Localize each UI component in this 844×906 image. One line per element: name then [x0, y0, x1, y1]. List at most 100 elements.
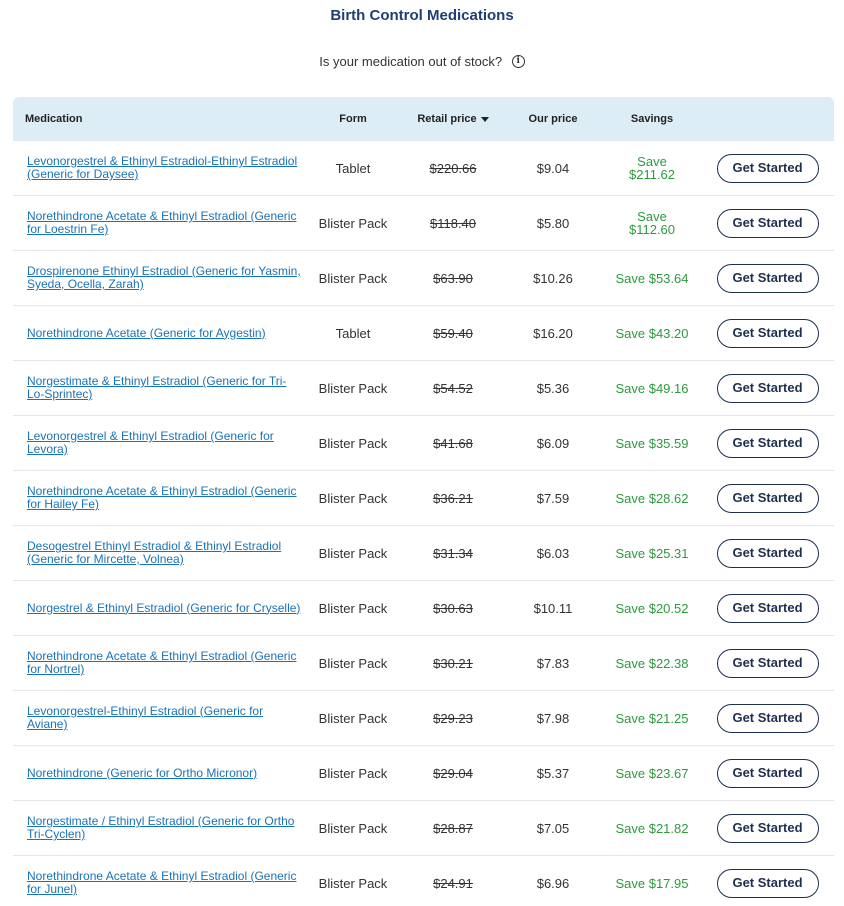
retail-price-cell: $41.68	[403, 436, 503, 451]
info-icon[interactable]: i	[511, 55, 525, 69]
get-started-button[interactable]: Get Started	[716, 208, 819, 238]
retail-price: $30.21	[433, 655, 473, 671]
table-row: Norgestimate / Ethinyl Estradiol (Generi…	[13, 801, 834, 856]
our-price-cell: $9.04	[536, 160, 570, 176]
header-retail-price[interactable]: Retail price	[403, 113, 503, 125]
retail-price: $29.23	[433, 710, 473, 726]
header-retail-price-label[interactable]: Retail price	[417, 113, 477, 125]
medication-link[interactable]: Norethindrone Acetate (Generic for Ayges…	[27, 325, 266, 340]
action-cell: Get Started	[701, 703, 834, 733]
retail-price: $28.87	[433, 820, 473, 836]
action-cell: Get Started	[701, 593, 834, 623]
get-started-button[interactable]: Get Started	[716, 428, 819, 458]
get-started-button[interactable]: Get Started	[716, 703, 819, 733]
medication-link[interactable]: Norethindrone Acetate & Ethinyl Estradio…	[27, 484, 297, 511]
caret-down-icon[interactable]	[480, 116, 489, 122]
get-started-button[interactable]: Get Started	[716, 593, 819, 623]
action-cell: Get Started	[701, 153, 834, 183]
savings-cell: Save $21.82	[603, 821, 701, 836]
get-started-button[interactable]: Get Started	[716, 868, 819, 898]
savings-value: Save $43.20	[615, 325, 689, 341]
get-started-button[interactable]: Get Started	[716, 153, 819, 183]
form-cell: Blister Pack	[318, 655, 388, 671]
action-cell: Get Started	[701, 483, 834, 513]
action-cell: Get Started	[701, 758, 834, 788]
get-started-button[interactable]: Get Started	[716, 813, 819, 843]
form-cell: Blister Pack	[318, 380, 388, 396]
medication-cell: Levonorgestrel-Ethinyl Estradiol (Generi…	[13, 705, 303, 731]
savings-cell: Save $53.64	[603, 271, 701, 286]
medication-cell: Norethindrone Acetate & Ethinyl Estradio…	[13, 870, 303, 896]
header-medication: Medication	[25, 113, 83, 125]
savings-value: Save $21.25	[615, 710, 689, 726]
our-price-cell: $5.37	[536, 765, 570, 781]
form-cell: Blister Pack	[318, 875, 388, 891]
form-cell: Blister Pack	[318, 710, 388, 726]
action-cell: Get Started	[701, 208, 834, 238]
savings-value: Save $25.31	[615, 545, 689, 561]
table-row: Norethindrone Acetate & Ethinyl Estradio…	[13, 636, 834, 691]
get-started-button[interactable]: Get Started	[716, 263, 819, 293]
form-cell: Blister Pack	[318, 600, 388, 616]
retail-price-cell: $28.87	[403, 821, 503, 836]
retail-price-cell: $29.23	[403, 711, 503, 726]
medication-link[interactable]: Levonorgestrel-Ethinyl Estradiol (Generi…	[27, 704, 264, 731]
retail-price: $30.63	[433, 600, 473, 616]
form-cell: Tablet	[335, 325, 371, 341]
stock-question: Is your medication out of stock? i	[0, 53, 844, 69]
header-savings: Savings	[630, 113, 674, 125]
table-row: Desogestrel Ethinyl Estradiol & Ethinyl …	[13, 526, 834, 581]
table-row: Norethindrone Acetate & Ethinyl Estradio…	[13, 471, 834, 526]
form-cell: Blister Pack	[318, 435, 388, 451]
form-cell: Blister Pack	[318, 215, 388, 231]
table-row: Drospirenone Ethinyl Estradiol (Generic …	[13, 251, 834, 306]
medication-cell: Norethindrone Acetate & Ethinyl Estradio…	[13, 485, 303, 511]
action-cell: Get Started	[701, 373, 834, 403]
medication-link[interactable]: Norgestimate / Ethinyl Estradiol (Generi…	[27, 814, 295, 841]
our-price-cell: $6.03	[536, 545, 570, 561]
medication-link[interactable]: Norgestrel & Ethinyl Estradiol (Generic …	[27, 600, 301, 615]
retail-price: $54.52	[433, 380, 473, 396]
table-header: Medication Form Retail price Our price S…	[13, 97, 834, 141]
savings-value: Save $211.62	[628, 153, 676, 182]
get-started-button[interactable]: Get Started	[716, 538, 819, 568]
our-price-cell: $6.09	[536, 435, 570, 451]
table-row: Norethindrone Acetate & Ethinyl Estradio…	[13, 856, 834, 906]
medication-link[interactable]: Levonorgestrel & Ethinyl Estradiol (Gene…	[27, 429, 274, 456]
savings-value: Save $17.95	[615, 875, 689, 891]
get-started-button[interactable]: Get Started	[716, 373, 819, 403]
medication-cell: Norethindrone (Generic for Ortho Microno…	[13, 765, 303, 780]
medication-link[interactable]: Norethindrone (Generic for Ortho Microno…	[27, 765, 258, 780]
medication-link[interactable]: Norgestimate & Ethinyl Estradiol (Generi…	[27, 374, 287, 401]
form-cell: Blister Pack	[318, 820, 388, 836]
get-started-button[interactable]: Get Started	[716, 483, 819, 513]
medication-link[interactable]: Norethindrone Acetate & Ethinyl Estradio…	[27, 209, 297, 236]
medication-link[interactable]: Norethindrone Acetate & Ethinyl Estradio…	[27, 649, 297, 676]
savings-cell: Save $35.59	[603, 436, 701, 451]
get-started-button[interactable]: Get Started	[716, 318, 819, 348]
page-title: Birth Control Medications	[330, 7, 514, 24]
form-cell: Blister Pack	[318, 270, 388, 286]
get-started-button[interactable]: Get Started	[716, 758, 819, 788]
medication-link[interactable]: Levonorgestrel & Ethinyl Estradiol-Ethin…	[27, 154, 298, 181]
retail-price-cell: $220.66	[403, 161, 503, 176]
retail-price: $220.66	[429, 160, 477, 176]
retail-price-cell: $24.91	[403, 876, 503, 891]
our-price-cell: $7.83	[536, 655, 570, 671]
savings-value: Save $53.64	[615, 270, 689, 286]
our-price-cell: $5.36	[536, 380, 570, 396]
table-row: Levonorgestrel-Ethinyl Estradiol (Generi…	[13, 691, 834, 746]
medication-link[interactable]: Desogestrel Ethinyl Estradiol & Ethinyl …	[27, 539, 282, 566]
get-started-button[interactable]: Get Started	[716, 648, 819, 678]
our-price-cell: $10.11	[533, 600, 573, 616]
action-cell: Get Started	[701, 263, 834, 293]
retail-price: $41.68	[433, 435, 473, 451]
our-price-cell: $6.96	[536, 875, 570, 891]
medication-link[interactable]: Drospirenone Ethinyl Estradiol (Generic …	[27, 264, 301, 291]
savings-cell: Save $25.31	[603, 546, 701, 561]
our-price-cell: $7.98	[536, 710, 570, 726]
our-price-cell: $10.26	[533, 270, 573, 286]
savings-cell: Save $20.52	[603, 601, 701, 616]
our-price-cell: $7.59	[536, 490, 570, 506]
medication-link[interactable]: Norethindrone Acetate & Ethinyl Estradio…	[27, 869, 297, 896]
